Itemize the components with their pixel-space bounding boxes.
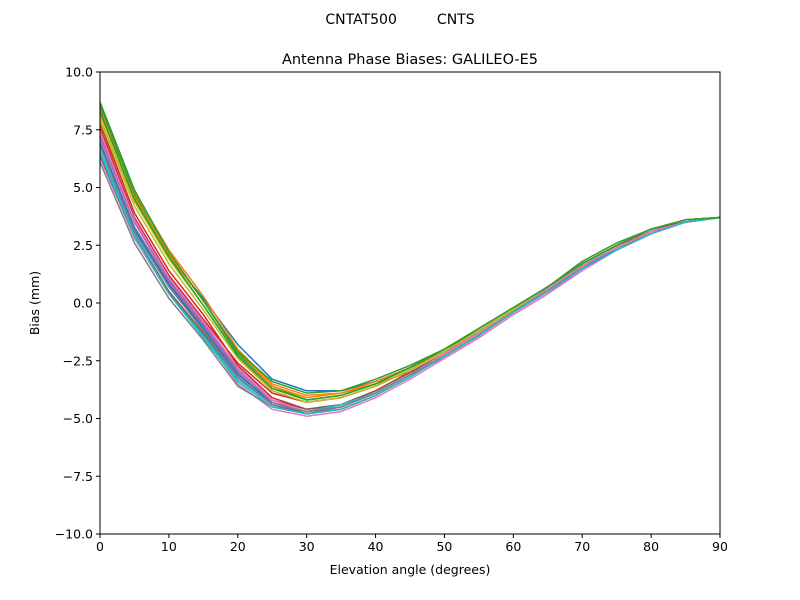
series-line-13 <box>99 101 721 394</box>
y-tick-label: −10.0 <box>55 527 93 542</box>
series-line-11 <box>99 143 721 413</box>
x-tick-label: 30 <box>299 539 315 554</box>
x-tick-label: 60 <box>505 539 521 554</box>
y-axis-label: Bias (mm) <box>27 271 42 335</box>
y-tick-label: −2.5 <box>63 353 93 368</box>
y-tick-label: 10.0 <box>65 65 93 80</box>
x-tick-label: 20 <box>230 539 246 554</box>
x-tick-label: 10 <box>161 539 177 554</box>
y-tick-label: 2.5 <box>73 238 93 253</box>
x-tick-label: 40 <box>368 539 384 554</box>
x-axis-ticks: 0 10 20 30 40 50 60 70 80 90 <box>96 534 728 554</box>
x-axis-label: Elevation angle (degrees) <box>330 562 491 577</box>
x-tick-label: 0 <box>96 539 104 554</box>
series-line-4 <box>99 122 721 411</box>
x-tick-label: 50 <box>436 539 452 554</box>
y-axis-ticks: 10.0 7.5 5.0 2.5 0.0 −2.5 −5.0 −7.5 −10.0 <box>55 65 100 542</box>
y-tick-label: 5.0 <box>73 180 93 195</box>
series-line-12 <box>99 113 721 399</box>
y-tick-label: −5.0 <box>63 411 93 426</box>
y-tick-label: 7.5 <box>73 122 93 137</box>
series-line-20 <box>99 152 721 415</box>
series-line-9 <box>99 117 721 404</box>
series-line-2 <box>99 108 721 397</box>
x-tick-label: 80 <box>643 539 659 554</box>
chart-title: Antenna Phase Biases: GALILEO-E5 <box>282 52 538 68</box>
figure-suptitle: CNTAT500 CNTS <box>325 12 474 28</box>
series-line-14 <box>99 127 721 404</box>
y-tick-label: 0.0 <box>73 296 93 311</box>
plot-area-frame <box>99 71 721 535</box>
y-tick-label: −7.5 <box>63 469 93 484</box>
x-tick-label: 90 <box>712 539 728 554</box>
x-tick-label: 70 <box>574 539 590 554</box>
series-line-1 <box>99 106 721 392</box>
series-line-21 <box>99 111 721 401</box>
series-line-19 <box>99 120 721 404</box>
series-lines <box>99 101 721 417</box>
series-line-3 <box>99 104 721 401</box>
